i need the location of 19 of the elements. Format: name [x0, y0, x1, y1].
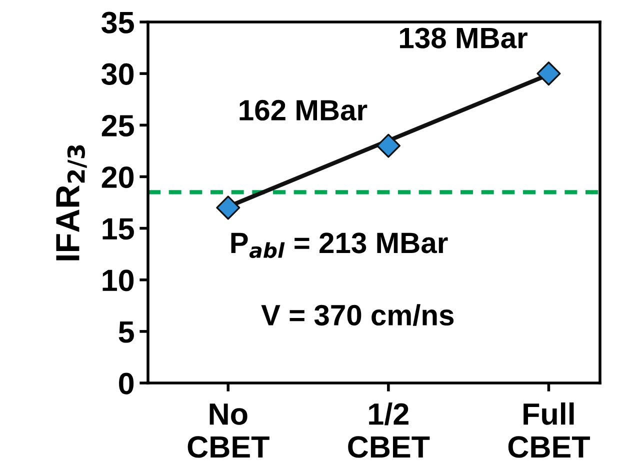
x-tick-label: Full CBET	[508, 402, 590, 458]
y-tick-label: 35	[102, 12, 134, 34]
annotation: 138 MBar	[400, 28, 528, 48]
y-tick-label: 15	[102, 218, 134, 240]
point	[376, 134, 400, 158]
y-tick-label: 30	[102, 63, 134, 85]
point	[536, 62, 561, 86]
x-tick-label: 1/2 CBET	[348, 402, 430, 458]
x-tick-label: No CBET	[188, 404, 270, 458]
annotation: 162 MBar	[240, 100, 368, 121]
y-tick-label: 25	[102, 114, 134, 137]
annotation: V = 370 cm/ns	[261, 304, 454, 326]
annotation: P$_{abl}$ = 213 MBar	[231, 232, 448, 258]
y-tick-label: 20	[102, 166, 134, 188]
y-tick-label: 5	[118, 321, 134, 343]
y-tick-label: 0	[119, 372, 134, 394]
y-axis-title: IFAR$_{2/3}$	[56, 145, 87, 260]
y-tick-label: 10	[102, 270, 134, 292]
point	[216, 196, 240, 220]
